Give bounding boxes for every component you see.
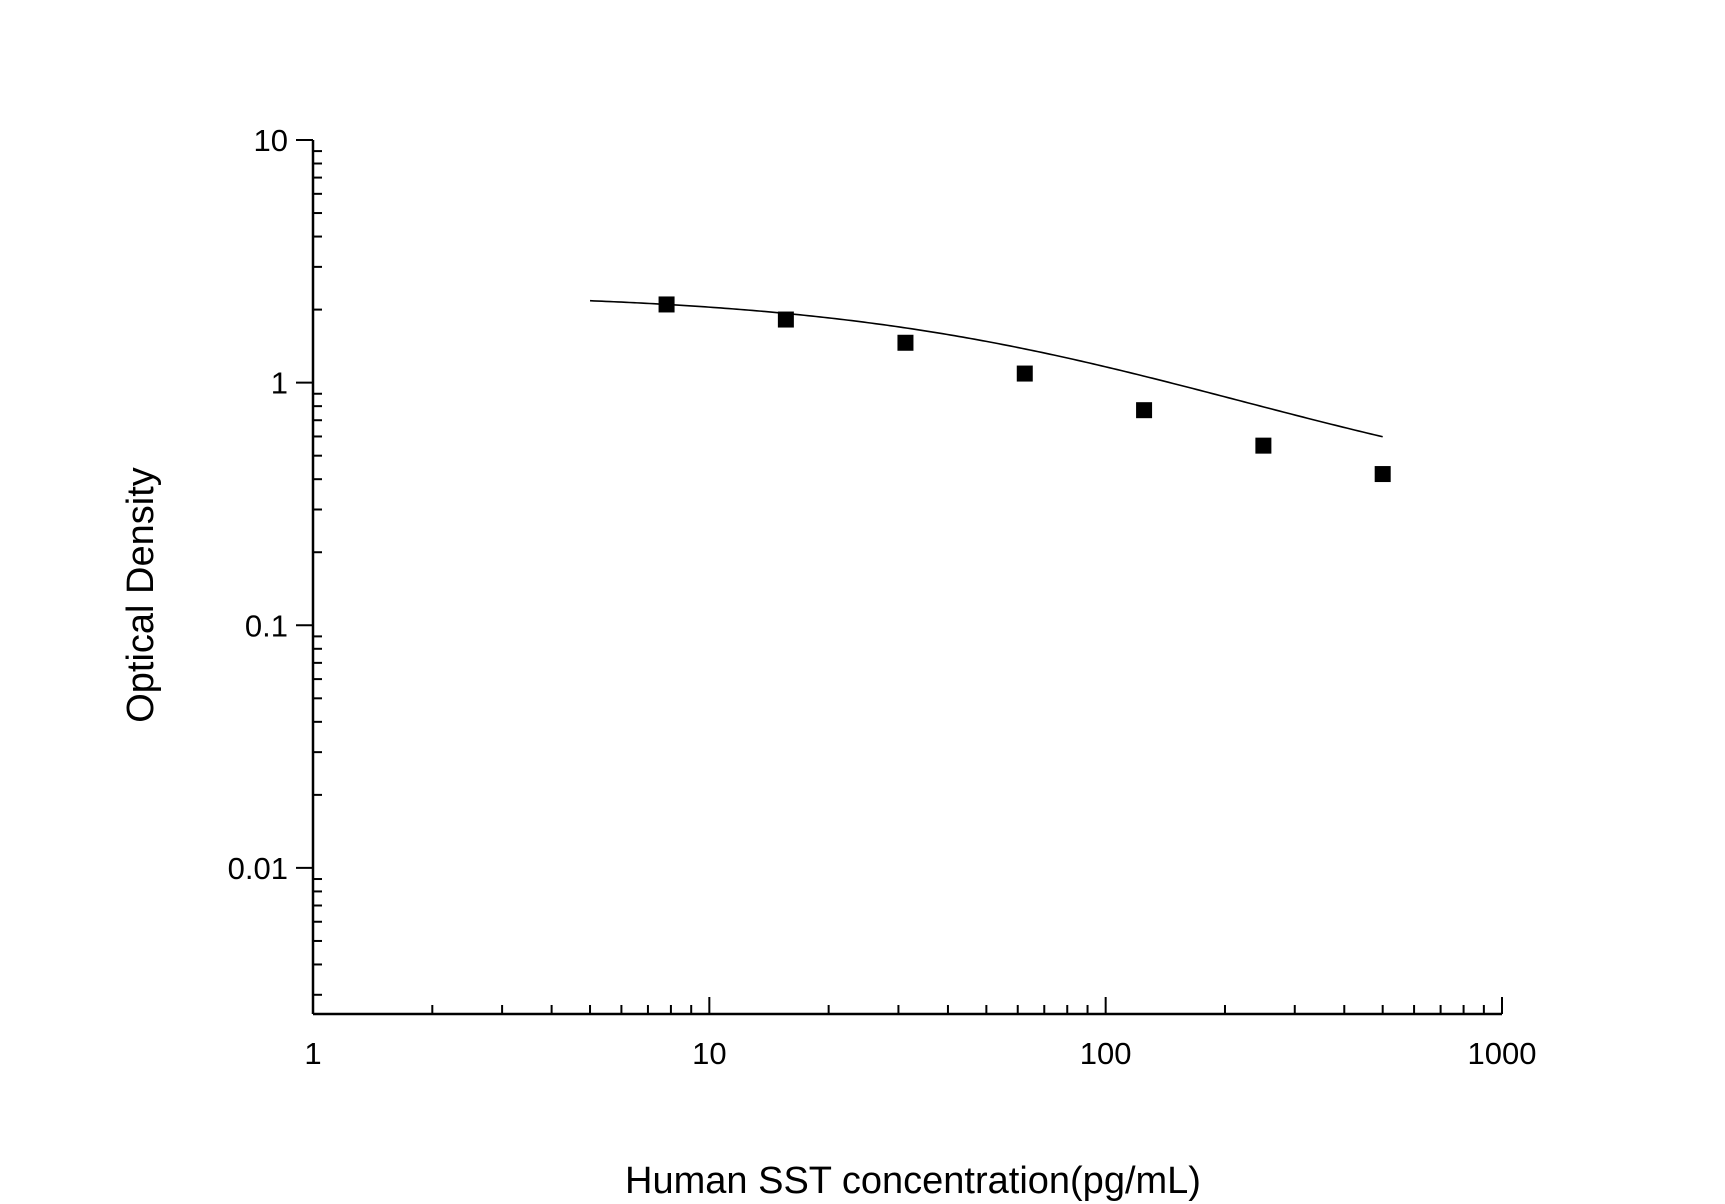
data-points [658, 296, 1391, 483]
x-tick-label: 1 [304, 1036, 321, 1071]
axes: 1 10 100 1000 10 1 0.1 0.01 [228, 123, 1537, 1071]
data-point [1255, 437, 1272, 454]
data-point [897, 334, 914, 351]
data-point [1016, 365, 1033, 382]
y-tick-label: 0.1 [245, 608, 288, 643]
y-tick-label: 1 [271, 366, 288, 401]
x-tick-label: 100 [1080, 1036, 1132, 1071]
data-point [658, 296, 675, 313]
fit-curve [589, 299, 1383, 438]
x-tick-label: 10 [692, 1036, 726, 1071]
y-tick-label: 0.01 [228, 851, 288, 886]
data-point [1136, 402, 1153, 419]
x-tick-label: 1000 [1468, 1036, 1537, 1071]
y-axis-title: Optical Density [120, 467, 162, 723]
y-tick-label: 10 [254, 123, 288, 158]
x-axis-title: Human SST concentration(pg/mL) [625, 1160, 1201, 1202]
data-point [1374, 466, 1391, 483]
fit-curve-layer [589, 299, 1383, 438]
data-point [777, 311, 794, 328]
